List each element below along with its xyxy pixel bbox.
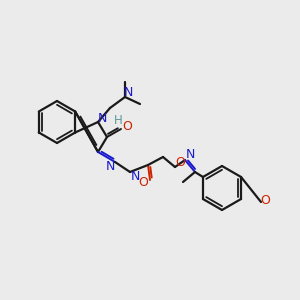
Text: O: O — [122, 121, 132, 134]
Text: H: H — [114, 115, 122, 128]
Text: O: O — [138, 176, 148, 190]
Text: N: N — [123, 86, 133, 100]
Text: N: N — [130, 169, 140, 182]
Text: O: O — [175, 155, 185, 169]
Text: N: N — [185, 148, 195, 161]
Text: N: N — [105, 160, 115, 172]
Text: N: N — [97, 112, 107, 124]
Text: O: O — [260, 194, 270, 206]
